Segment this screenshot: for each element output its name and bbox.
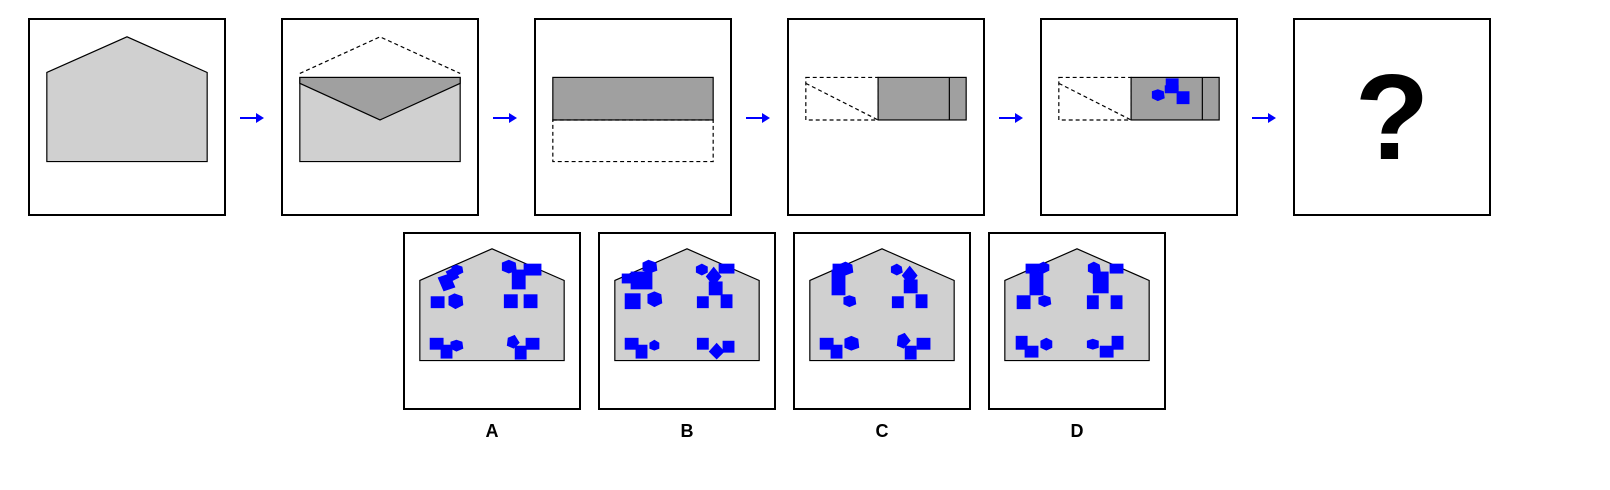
step-4-panel: [787, 18, 985, 216]
option-c-panel[interactable]: [793, 232, 971, 410]
option-b-figure: [614, 248, 760, 362]
original-left-dashed: [805, 76, 879, 121]
diagonal-dashed: [805, 82, 879, 121]
option-a-figure: [419, 248, 565, 362]
folded-flap: [299, 76, 461, 121]
question-panel: ?: [1293, 18, 1491, 216]
original-peak-dashed: [299, 36, 461, 74]
arrow-5: [1252, 113, 1276, 123]
option-a-panel[interactable]: [403, 232, 581, 410]
step-5-panel: [1040, 18, 1238, 216]
punch-figure: [1058, 76, 1220, 121]
top-fold-figure: [299, 36, 461, 163]
paper-shape: [46, 36, 208, 163]
folded-stack: [877, 76, 967, 121]
flat-shape-figure: [46, 36, 208, 163]
hole-square-bottom: [1176, 91, 1190, 105]
arrow-3: [746, 113, 770, 123]
punched-holes: [1151, 78, 1190, 105]
option-b-label[interactable]: B: [680, 421, 694, 441]
option-d-figure: [1004, 248, 1150, 362]
arrow-1: [240, 113, 264, 123]
arrow-2: [493, 113, 517, 123]
step-1-panel: [28, 18, 226, 216]
option-b-panel[interactable]: [598, 232, 776, 410]
option-a-label[interactable]: A: [485, 421, 499, 441]
step-2-panel: [281, 18, 479, 216]
side-fold-figure: [805, 76, 967, 121]
arrow-4: [999, 113, 1023, 123]
question-mark: ?: [1354, 49, 1430, 185]
bottom-fold-figure: [552, 76, 714, 163]
folded-band: [552, 76, 714, 121]
option-d-panel[interactable]: [988, 232, 1166, 410]
option-c-label[interactable]: C: [875, 421, 889, 441]
option-d-label[interactable]: D: [1070, 421, 1084, 441]
original-bottom-dashed: [552, 119, 714, 163]
option-c-figure: [809, 248, 955, 362]
hole-square-top: [1165, 78, 1179, 91]
step-3-panel: [534, 18, 732, 216]
hole-hexagon: [1151, 89, 1165, 102]
